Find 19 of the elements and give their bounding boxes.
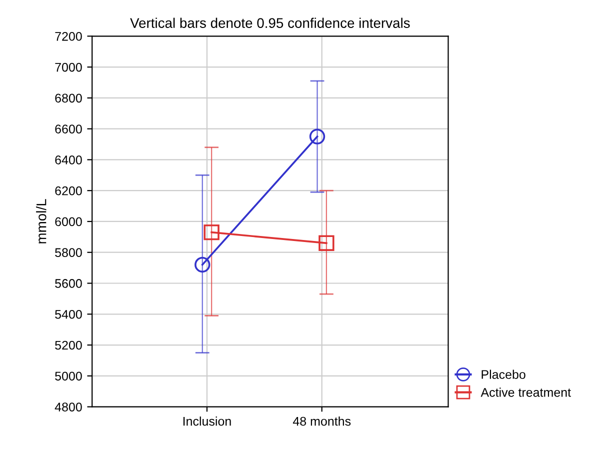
x-tick-label: 48 months bbox=[292, 416, 351, 426]
y-tick-label: 6000 bbox=[55, 217, 82, 226]
legend-label: Active treatment bbox=[480, 388, 571, 397]
y-tick-label: 5400 bbox=[55, 310, 82, 319]
legend-label: Placebo bbox=[482, 370, 526, 379]
y-tick-label: 6800 bbox=[55, 94, 82, 103]
y-tick-label: 7000 bbox=[55, 62, 82, 72]
x-tick-label: Inclusion bbox=[183, 416, 231, 426]
y-tick-label: 5000 bbox=[55, 372, 82, 381]
y-tick-label: 4800 bbox=[54, 402, 82, 412]
y-tick-label: 6400 bbox=[55, 156, 82, 164]
y-tick-label: 7200 bbox=[55, 32, 82, 41]
y-tick-label: 5200 bbox=[55, 340, 82, 350]
y-tick-label: 5800 bbox=[55, 248, 82, 258]
y-tick-label: 6600 bbox=[55, 124, 82, 134]
y-axis-title: mmol/L bbox=[36, 199, 46, 244]
y-tick-label: 5600 bbox=[55, 279, 82, 288]
chart-title: Vertical bars denote 0.95 confidence intervals bbox=[130, 18, 410, 28]
y-tick-label: 6200 bbox=[55, 186, 82, 196]
